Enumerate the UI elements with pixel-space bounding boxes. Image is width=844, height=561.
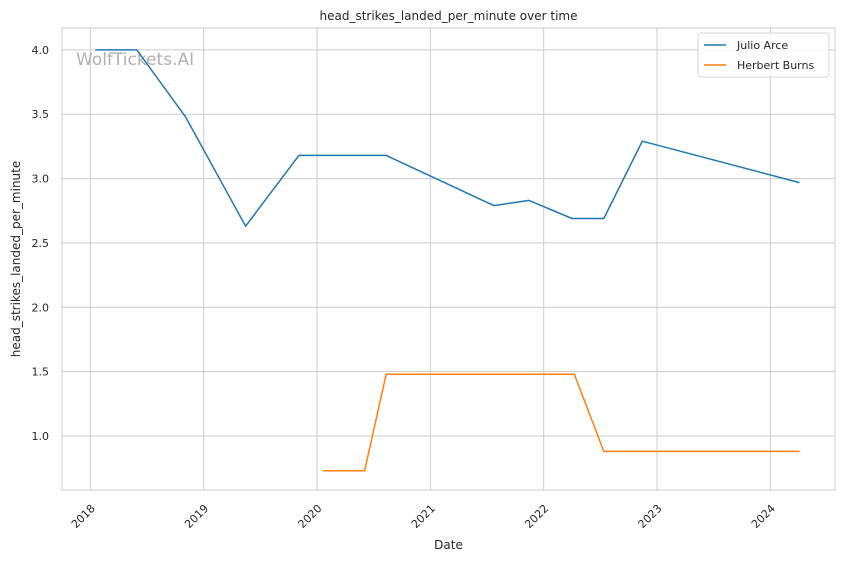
x-axis-label: Date [434,538,463,552]
y-axis-label: head_strikes_landed_per_minute [9,161,23,358]
y-tick-label: 3.5 [32,108,50,121]
y-tick-label: 1.5 [32,366,50,379]
series-line-0 [95,49,800,227]
series-line-1 [323,373,800,472]
y-tick-label: 2.0 [32,301,50,314]
y-axis-ticks: 1.0 1.5 2.0 2.5 3.0 3.5 4.0 [32,44,50,443]
legend-label-1: Herbert Burns [737,59,814,72]
series-lines [95,49,800,472]
y-tick-label: 2.5 [32,237,50,250]
y-tick-label: 1.0 [32,430,50,443]
y-tick-label: 3.0 [32,173,50,186]
watermark-text: WolfTickets.AI [76,50,194,70]
legend: Julio Arce Herbert Burns [697,32,830,78]
legend-frame [697,32,830,78]
y-tick-label: 4.0 [32,44,50,57]
legend-label-0: Julio Arce [736,39,788,52]
chart-title: head_strikes_landed_per_minute over time [319,9,577,23]
plot-frame [61,27,836,491]
